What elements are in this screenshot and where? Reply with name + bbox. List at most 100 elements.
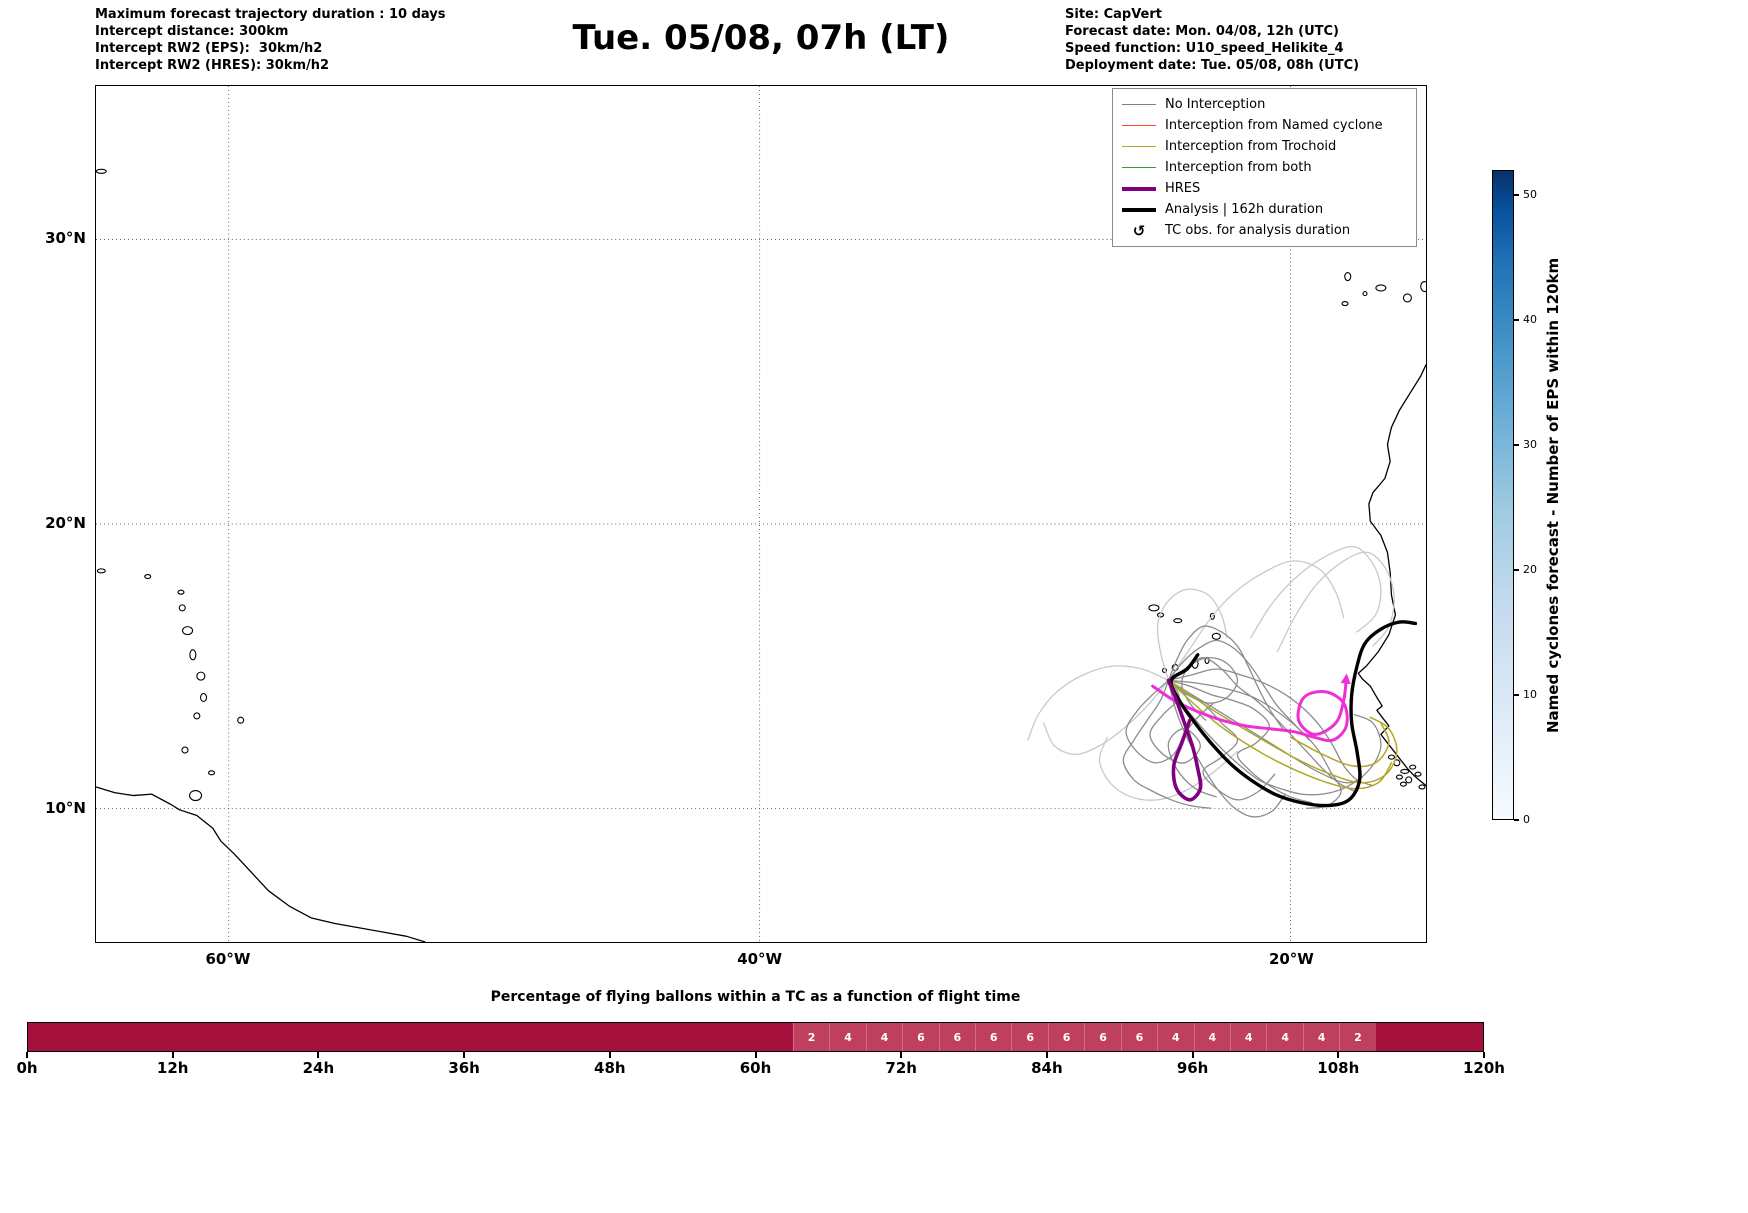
legend-entry: No Interception bbox=[1121, 94, 1408, 115]
island-sao-nicolau bbox=[1173, 618, 1183, 624]
flight-bar-cell: 4 bbox=[865, 1023, 903, 1051]
x-tick-label: 20°W bbox=[1268, 950, 1314, 968]
trajectory-lightgray bbox=[1276, 551, 1395, 653]
legend-entry: Analysis | 162h duration bbox=[1121, 199, 1408, 220]
colorbar-tick-label: 50 bbox=[1523, 188, 1537, 201]
legend-line-3 bbox=[1122, 166, 1156, 169]
island-virgin-islands bbox=[96, 568, 106, 574]
island-grenada bbox=[181, 746, 189, 754]
trajectory-lightgray bbox=[1167, 560, 1345, 682]
trajectory-magenta bbox=[1151, 673, 1351, 743]
colorbar-tickmark bbox=[1514, 444, 1519, 446]
flight-bar-cell: 6 bbox=[938, 1023, 976, 1051]
island-barbuda bbox=[177, 589, 185, 595]
legend-entry: Interception from Named cyclone bbox=[1121, 115, 1408, 136]
trajectory-lightgray bbox=[1250, 545, 1382, 639]
island-tenerife bbox=[1375, 284, 1387, 292]
run-parameters-block: Maximum forecast trajectory duration : 1… bbox=[95, 6, 446, 74]
flight-tickmark bbox=[1483, 1052, 1485, 1058]
colorbar-tick-label: 30 bbox=[1523, 438, 1537, 451]
flight-bar-cell: 2 bbox=[1339, 1023, 1376, 1051]
header-line: Intercept RW2 (HRES): 30km/h2 bbox=[95, 58, 330, 73]
trajectory-gray bbox=[1167, 679, 1342, 809]
flight-tickmark bbox=[171, 1052, 174, 1058]
flight-tickmark bbox=[900, 1052, 903, 1058]
island-bermuda bbox=[96, 168, 107, 174]
island-la-palma bbox=[1344, 272, 1352, 282]
colorbar-tickmark bbox=[1514, 819, 1519, 821]
colorbar-tick-label: 20 bbox=[1523, 563, 1537, 576]
flight-tick-label: 24h bbox=[302, 1059, 335, 1077]
trajectory-gray bbox=[1167, 679, 1286, 818]
island-bijagos-8 bbox=[1387, 754, 1395, 760]
island-bijagos-1 bbox=[1395, 774, 1403, 780]
flight-tick-label: 36h bbox=[448, 1059, 480, 1077]
trajectory-lightgray bbox=[1027, 665, 1170, 741]
flight-tick-label: 48h bbox=[594, 1059, 626, 1077]
island-fuerteventura bbox=[1420, 280, 1426, 293]
colorbar-tickmark bbox=[1514, 319, 1519, 321]
legend-line-2 bbox=[1122, 145, 1156, 148]
trajectory-gray bbox=[1125, 679, 1215, 764]
flight-bar-cell: 6 bbox=[1011, 1023, 1048, 1051]
flight-tick-label: 96h bbox=[1176, 1059, 1209, 1077]
colorbar-tick-label: 40 bbox=[1523, 313, 1537, 326]
flight-tickmark bbox=[754, 1052, 757, 1058]
island-antigua bbox=[178, 604, 186, 612]
legend-entries: No Interception Interception from Named c… bbox=[1121, 94, 1408, 241]
flight-tickmark bbox=[1191, 1052, 1194, 1058]
legend-entry: ↺ TC obs. for analysis duration bbox=[1121, 220, 1408, 241]
flight-bar-cell: 6 bbox=[1047, 1023, 1085, 1051]
legend-line-4 bbox=[1122, 186, 1156, 191]
colorbar-gradient bbox=[1492, 170, 1514, 820]
legend-label: Analysis | 162h duration bbox=[1165, 202, 1324, 217]
colorbar-tickmark bbox=[1514, 194, 1519, 196]
flight-bar-cell: 4 bbox=[1193, 1023, 1231, 1051]
island-bijagos-4 bbox=[1409, 764, 1417, 770]
legend-line-sample bbox=[1121, 207, 1157, 212]
trajectory-analysis bbox=[1169, 620, 1418, 808]
legend-line-0 bbox=[1122, 103, 1156, 106]
island-trinidad bbox=[189, 790, 203, 802]
trajectory-gray bbox=[1167, 657, 1355, 792]
legend-line-1 bbox=[1122, 124, 1156, 127]
figure-title: Tue. 05/08, 07h (LT) bbox=[572, 18, 950, 58]
header-line: Site: CapVert bbox=[1065, 7, 1162, 22]
legend-entry: Interception from Trochoid bbox=[1121, 136, 1408, 157]
legend-label: Interception from Named cyclone bbox=[1165, 118, 1383, 133]
forecast-metadata-block: Site: CapVert Forecast date: Mon. 04/08, … bbox=[1065, 6, 1359, 74]
map-legend: No Interception Interception from Named c… bbox=[1112, 88, 1417, 247]
flight-tick-label: 60h bbox=[739, 1059, 772, 1077]
legend-label: Interception from both bbox=[1165, 160, 1312, 175]
flight-bar-title: Percentage of flying ballons within a TC… bbox=[490, 989, 1021, 1005]
flight-bar-cell: 6 bbox=[1120, 1023, 1158, 1051]
colorbar-label: Named cyclones forecast - Number of EPS … bbox=[1544, 257, 1562, 733]
y-tick-label: 30°N bbox=[45, 228, 86, 247]
flight-tick-label: 108h bbox=[1317, 1059, 1360, 1077]
flight-tick-label: 84h bbox=[1031, 1059, 1063, 1077]
colorbar-tickmark bbox=[1514, 569, 1519, 571]
flight-tickmark bbox=[317, 1052, 320, 1058]
flight-bar-cell: 4 bbox=[829, 1023, 866, 1051]
header-line: Speed function: U10_speed_Helikite_4 bbox=[1065, 41, 1344, 56]
header-line: Intercept distance: 300km bbox=[95, 24, 289, 39]
trajectory-gray bbox=[1122, 679, 1212, 809]
flight-tickmark bbox=[1045, 1052, 1048, 1058]
legend-line-sample bbox=[1121, 186, 1157, 191]
header-line: Deployment date: Tue. 05/08, 08h (UTC) bbox=[1065, 58, 1360, 73]
header-line: Maximum forecast trajectory duration : 1… bbox=[95, 7, 446, 22]
legend-line-sample bbox=[1121, 166, 1157, 169]
island-martinique bbox=[196, 671, 206, 681]
island-hierro bbox=[1341, 301, 1349, 307]
flight-tick-label: 12h bbox=[156, 1059, 189, 1077]
colorbar-tick-label: 10 bbox=[1523, 688, 1537, 701]
island-gomera bbox=[1362, 291, 1368, 297]
flight-tick-label: 0h bbox=[16, 1059, 38, 1077]
y-tick-label: 10°N bbox=[45, 799, 86, 818]
legend-entry: HRES bbox=[1121, 178, 1408, 199]
legend-line-5 bbox=[1122, 207, 1156, 212]
flight-bar-cell: 4 bbox=[1230, 1023, 1267, 1051]
legend-line-sample bbox=[1121, 145, 1157, 148]
